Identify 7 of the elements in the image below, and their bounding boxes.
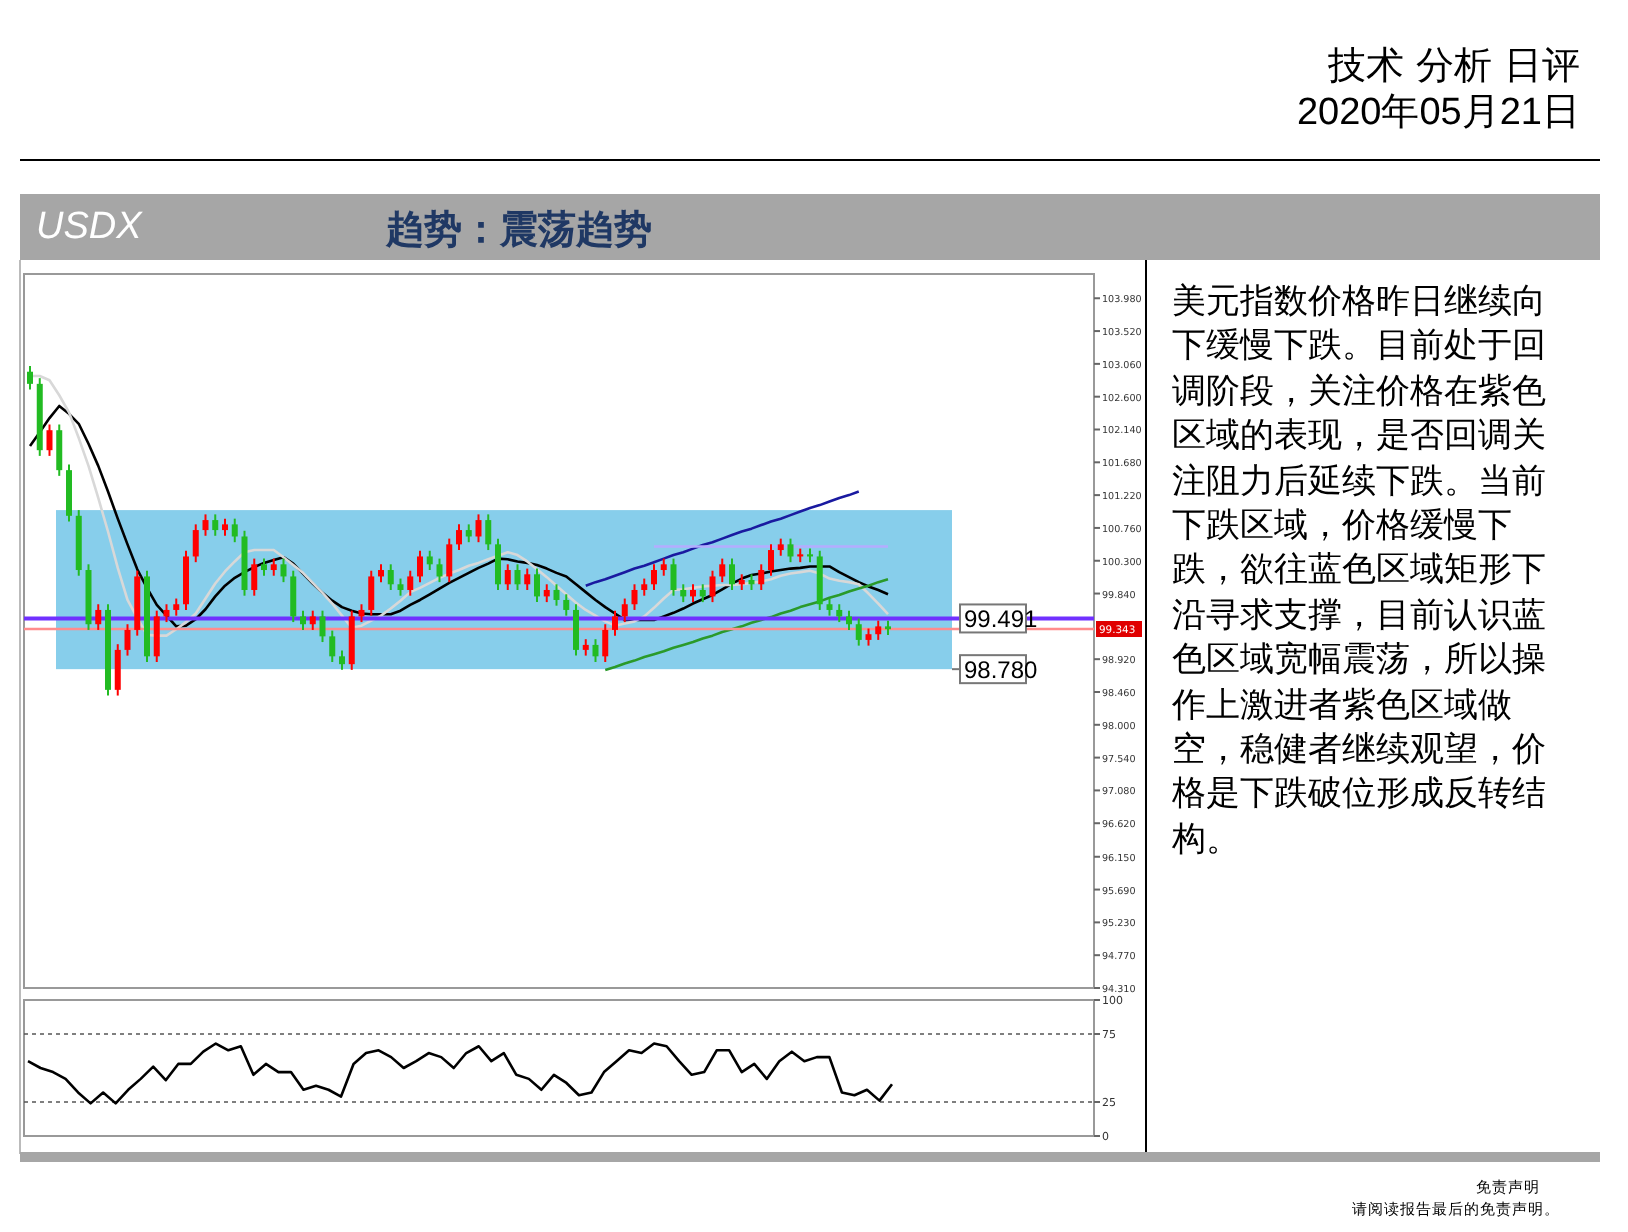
subtitle: 趋势：震荡趋势: [386, 206, 652, 256]
title: USDX: [36, 206, 142, 250]
ref-line-label: 99.491: [964, 605, 1039, 634]
band-label: 98.780: [964, 656, 1039, 685]
annotation: 技术 分析 日评: [1327, 42, 1580, 92]
annotation: 2020年05月21日: [1296, 90, 1580, 138]
annotation: 美元指数价格昨日继续向下缓慢下跌。目前处于回调阶段，关注价格在紫色区域的表现，是否回调关注阻力后延续下跌。当前下跌区域，价格缓慢下跌，欲往蓝色区域矩形下沿寻求支撑，目前认识蓝色区域宽幅震荡，所以操作上激进者紫色区域做空，稳健者继续观望，价格是下跌破位形成反转结构。: [1172, 280, 1548, 863]
